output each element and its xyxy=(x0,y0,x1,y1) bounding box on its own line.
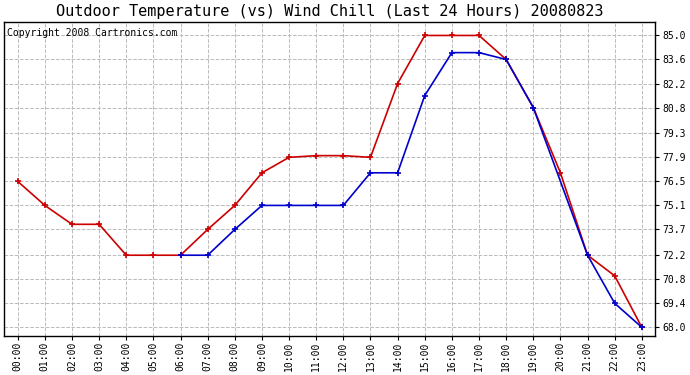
Text: Copyright 2008 Cartronics.com: Copyright 2008 Cartronics.com xyxy=(8,28,178,38)
Title: Outdoor Temperature (vs) Wind Chill (Last 24 Hours) 20080823: Outdoor Temperature (vs) Wind Chill (Las… xyxy=(56,4,604,19)
